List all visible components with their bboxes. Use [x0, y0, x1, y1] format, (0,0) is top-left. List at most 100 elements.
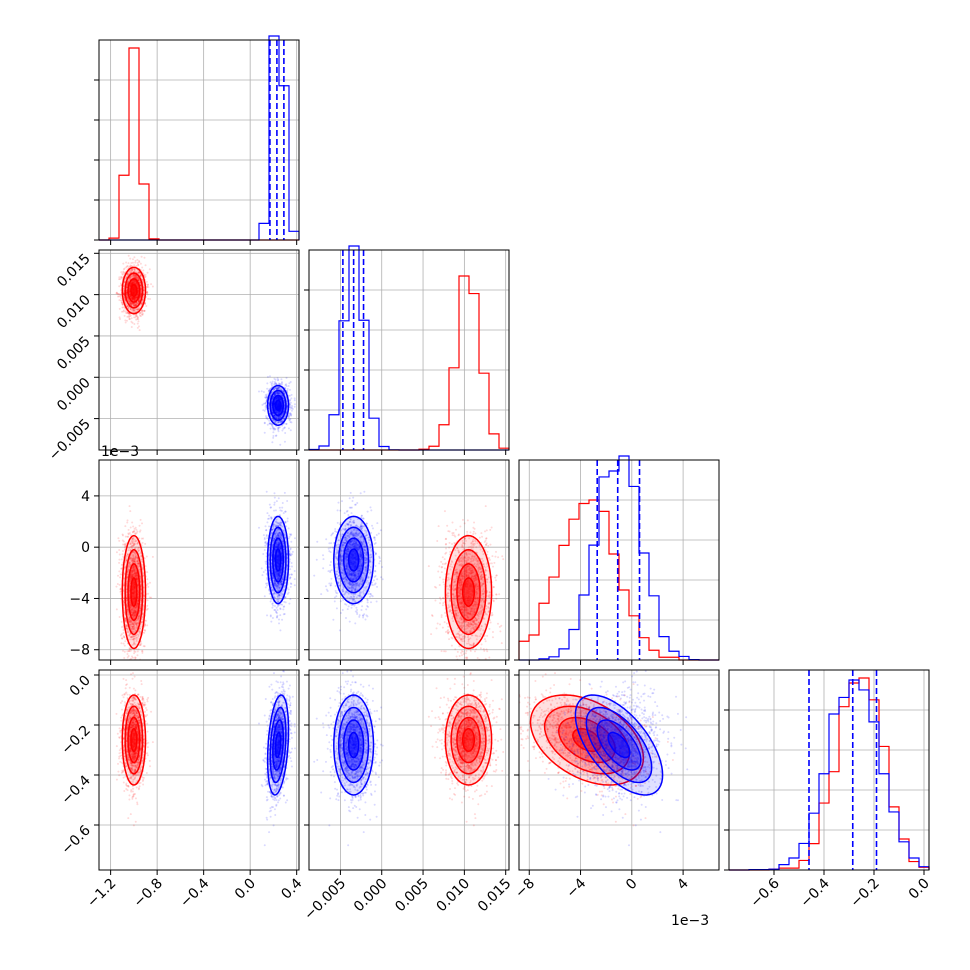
red-scatter-point — [141, 312, 144, 315]
red-scatter-point — [134, 650, 137, 653]
red-scatter-point — [126, 283, 129, 286]
red-scatter-point — [131, 302, 134, 305]
red-scatter-point — [131, 288, 134, 291]
blue-scatter-point — [277, 497, 280, 500]
red-scatter-point — [115, 585, 118, 588]
red-scatter-point — [123, 280, 126, 283]
blue-scatter-point — [277, 405, 280, 408]
blue-scatter-point — [284, 386, 287, 389]
red-scatter-point — [134, 296, 137, 299]
red-scatter-point — [133, 276, 136, 279]
blue-scatter-point — [265, 393, 268, 396]
red-scatter-point — [137, 289, 140, 292]
red-scatter-point — [133, 279, 136, 282]
red-scatter-point — [141, 266, 144, 269]
blue-scatter-point — [277, 401, 280, 404]
red-scatter-point — [135, 283, 138, 286]
red-scatter-point — [131, 282, 134, 285]
blue-scatter-point — [276, 379, 279, 382]
blue-scatter-point — [274, 416, 277, 419]
red-scatter-point — [128, 290, 131, 293]
red-scatter-point — [141, 650, 144, 653]
blue-scatter-point — [290, 393, 293, 396]
red-scatter-point — [133, 280, 136, 283]
red-scatter-point — [132, 302, 135, 305]
red-scatter-point — [140, 255, 143, 258]
red-scatter-point — [123, 267, 126, 270]
red-scatter-point — [135, 296, 138, 299]
red-scatter-point — [146, 291, 149, 294]
red-scatter-point — [133, 292, 136, 295]
blue-scatter-point — [278, 392, 281, 395]
red-scatter-point — [133, 264, 136, 267]
red-scatter-point — [125, 312, 128, 315]
red-scatter-point — [133, 302, 136, 305]
red-scatter-point — [127, 280, 130, 283]
blue-scatter-point — [282, 512, 285, 515]
red-scatter-point — [115, 292, 118, 295]
red-scatter-point — [125, 319, 128, 322]
red-scatter-point — [129, 283, 132, 286]
blue-scatter-point — [276, 405, 279, 408]
blue-scatter-point — [270, 620, 273, 623]
red-scatter-point — [121, 310, 124, 313]
red-scatter-point — [133, 281, 136, 284]
red-scatter-point — [143, 645, 146, 648]
red-scatter-point — [131, 656, 134, 659]
red-scatter-point — [147, 286, 150, 289]
blue-scatter-point — [266, 387, 269, 390]
red-scatter-point — [137, 271, 140, 274]
red-scatter-point — [134, 274, 137, 277]
red-scatter-point — [130, 309, 133, 312]
red-scatter-point — [134, 287, 137, 290]
red-scatter-point — [122, 543, 125, 546]
blue-scatter-point — [271, 425, 274, 428]
red-scatter-point — [131, 298, 134, 301]
red-scatter-point — [126, 656, 129, 659]
red-scatter-point — [131, 258, 134, 261]
blue-scatter-point — [285, 395, 288, 398]
red-scatter-point — [120, 642, 123, 645]
red-scatter-point — [121, 553, 124, 556]
red-scatter-point — [124, 640, 127, 643]
red-scatter-point — [131, 288, 134, 291]
red-scatter-point — [137, 263, 140, 266]
red-scatter-point — [133, 281, 136, 284]
red-scatter-point — [133, 309, 136, 312]
red-scatter-point — [137, 277, 140, 280]
red-scatter-point — [137, 307, 140, 310]
blue-scatter-point — [274, 386, 277, 389]
red-scatter-point — [131, 321, 134, 324]
red-scatter-point — [125, 266, 128, 269]
blue-scatter-point — [293, 578, 296, 581]
red-scatter-point — [120, 299, 123, 302]
red-scatter-point — [136, 271, 139, 274]
panel-1-0 — [99, 250, 299, 450]
blue-scatter-point — [274, 393, 277, 396]
red-scatter-point — [135, 303, 138, 306]
red-scatter-point — [122, 309, 125, 312]
red-scatter-point — [119, 278, 122, 281]
red-scatter-point — [129, 257, 132, 260]
red-scatter-point — [140, 537, 143, 540]
red-scatter-point — [117, 292, 120, 295]
red-scatter-point — [145, 555, 148, 558]
red-scatter-point — [128, 270, 131, 273]
red-scatter-point — [133, 288, 136, 291]
blue-scatter-point — [276, 401, 279, 404]
red-scatter-point — [131, 291, 134, 294]
red-scatter-point — [138, 665, 140, 667]
blue-scatter-point — [266, 375, 269, 378]
red-scatter-point — [133, 269, 136, 272]
blue-scatter-point — [271, 424, 274, 427]
axes-frame — [518, 459, 720, 661]
red-scatter-point — [127, 528, 130, 531]
red-scatter-point — [138, 312, 141, 315]
red-scatter-point — [124, 321, 127, 324]
red-scatter-point — [132, 286, 135, 289]
red-scatter-point — [127, 280, 130, 283]
blue-scatter-point — [278, 404, 281, 407]
blue-scatter-point — [258, 390, 261, 393]
red-scatter-point — [143, 629, 146, 632]
